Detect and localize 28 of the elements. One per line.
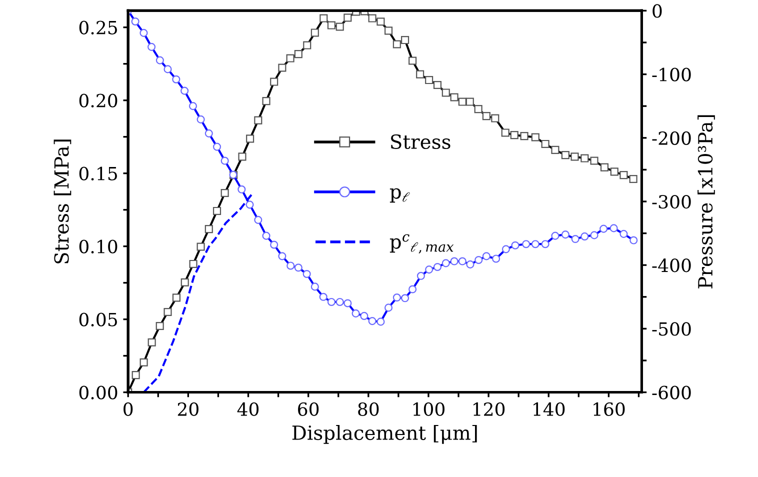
y-tick-label: 0.00 (79, 386, 118, 400)
y-axis-title: Stress [MPa] (54, 140, 72, 264)
legend-label: p$_{ℓ}$ (390, 188, 410, 203)
x-tick-label: 140 (534, 402, 565, 416)
y-tick-label: 0.10 (79, 240, 118, 254)
y2-tick-label: -200 (652, 131, 691, 145)
y2-tick-label: -300 (652, 194, 691, 209)
x-tick-label: 0 (124, 402, 133, 416)
y2-tick-label: 0 (652, 4, 662, 18)
y-tick-label: 0.15 (79, 166, 117, 180)
x-axis-title: Displacement [μm] (292, 425, 477, 444)
y2-axis-title: Pressure [x10³Pa] (698, 115, 715, 288)
y2-tick-label: -500 (652, 322, 691, 336)
x-tick-label: 80 (358, 402, 379, 416)
x-tick-label: 100 (413, 402, 444, 416)
y-tick-label: 0.25 (79, 20, 117, 34)
y2-tick-label: -600 (652, 386, 691, 400)
x-tick-label: 20 (178, 402, 198, 416)
y-tick-label: 0.20 (79, 94, 118, 108)
legend-label: p$^{c}$$_{ℓ,max}$ (390, 234, 454, 254)
y2-tick-label: -100 (652, 68, 691, 82)
legend-label: Stress (391, 134, 450, 150)
x-tick-label: 160 (594, 402, 625, 416)
y-tick-label: 0.05 (79, 312, 117, 326)
x-tick-label: 40 (237, 402, 259, 416)
y2-tick-label: -400 (652, 258, 691, 272)
x-tick-label: 60 (298, 402, 319, 416)
x-tick-label: 120 (474, 402, 505, 416)
